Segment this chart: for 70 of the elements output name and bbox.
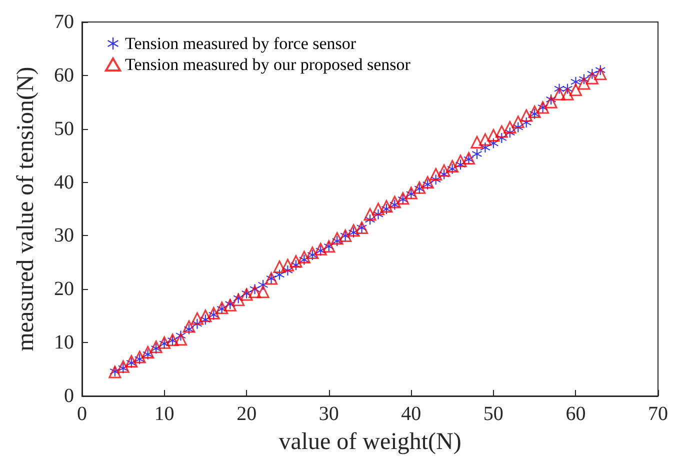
point	[454, 154, 467, 168]
point	[462, 152, 475, 164]
point	[578, 77, 590, 90]
point	[438, 164, 450, 177]
point	[273, 260, 286, 273]
point	[281, 258, 294, 272]
point	[586, 72, 598, 84]
x-tick-label: 70	[648, 403, 668, 425]
point	[430, 168, 442, 181]
point	[306, 246, 319, 260]
y-tick-label: 40	[54, 171, 74, 194]
point	[248, 286, 262, 298]
x-tick-label: 20	[236, 403, 257, 425]
point	[347, 224, 360, 237]
point	[174, 333, 187, 346]
y-tick-label: 30	[54, 224, 74, 247]
point	[528, 106, 541, 118]
y-tick-label: 60	[54, 64, 74, 86]
point	[133, 350, 146, 364]
point	[553, 88, 566, 100]
point	[495, 125, 508, 138]
point	[116, 360, 130, 373]
legend-label: Tension measured by force sensor	[125, 34, 356, 53]
point	[470, 136, 484, 148]
point	[256, 286, 270, 298]
point	[504, 121, 516, 134]
point	[314, 242, 327, 256]
x-tick-label: 30	[318, 403, 339, 425]
point	[182, 320, 196, 333]
point	[388, 196, 401, 208]
x-tick-label: 50	[483, 403, 504, 425]
point	[487, 129, 500, 142]
x-tick-label: 40	[401, 403, 422, 425]
point	[298, 250, 310, 264]
y-tick-label: 20	[54, 278, 74, 300]
point	[512, 116, 524, 128]
point	[413, 181, 426, 194]
point	[207, 306, 220, 320]
x-axis-title: value of weight(N)	[278, 429, 462, 455]
x-tick-label: 60	[566, 403, 586, 425]
point	[404, 186, 418, 200]
point	[569, 84, 582, 96]
point	[472, 148, 482, 159]
y-axis-title: measured value of tension(N)	[13, 66, 39, 352]
point	[421, 176, 434, 189]
point	[150, 340, 162, 354]
point	[380, 200, 393, 213]
y-tick-label: 50	[54, 118, 74, 140]
point	[594, 68, 607, 80]
y-tick-label: 0	[64, 385, 74, 407]
point	[199, 310, 212, 322]
legend-label: Tension measured by our proposed sensor	[125, 55, 411, 74]
y-tick-label: 70	[54, 11, 74, 33]
point	[478, 133, 492, 146]
point	[290, 255, 302, 268]
point	[240, 288, 253, 301]
point	[158, 336, 171, 349]
point	[330, 232, 344, 245]
point	[125, 355, 138, 368]
y-tick-label: 10	[54, 332, 74, 354]
x-tick-label: 10	[154, 403, 174, 425]
point	[544, 96, 558, 108]
point	[520, 109, 533, 122]
point	[142, 346, 154, 358]
point	[446, 160, 459, 173]
point	[364, 208, 376, 221]
point	[561, 88, 574, 100]
point	[232, 294, 245, 306]
point	[372, 202, 384, 216]
point	[190, 312, 204, 325]
